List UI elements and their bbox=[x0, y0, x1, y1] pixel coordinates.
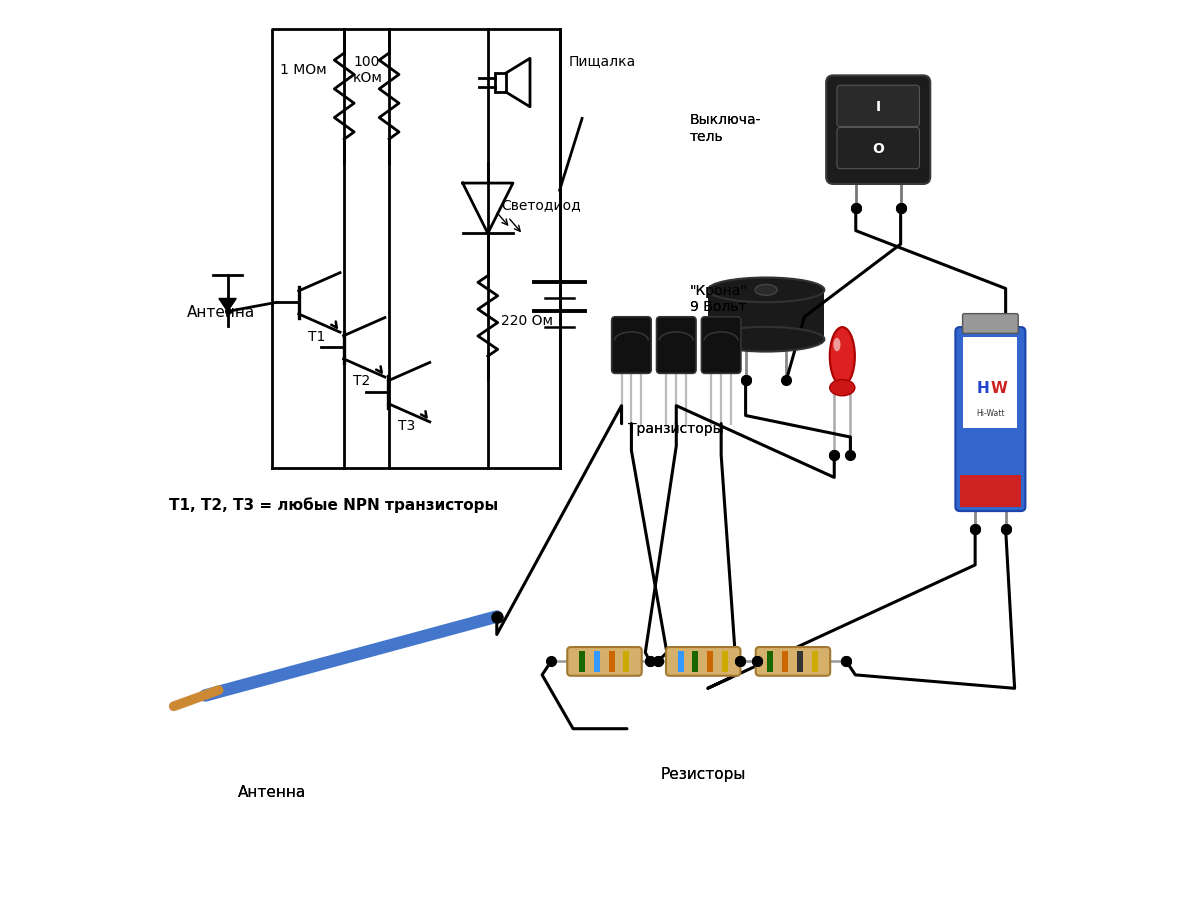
Ellipse shape bbox=[755, 285, 778, 296]
Text: Транзисторы: Транзисторы bbox=[629, 421, 724, 436]
Text: "Крона"
9 Вольт: "Крона" 9 Вольт bbox=[690, 283, 748, 314]
Polygon shape bbox=[218, 299, 236, 312]
FancyBboxPatch shape bbox=[568, 648, 642, 676]
Bar bbox=[578, 651, 584, 672]
Text: Пищалка: Пищалка bbox=[569, 54, 636, 68]
Text: Светодиод: Светодиод bbox=[502, 198, 581, 211]
Ellipse shape bbox=[833, 338, 840, 352]
Text: O: O bbox=[872, 142, 884, 156]
FancyBboxPatch shape bbox=[964, 337, 1018, 428]
Bar bbox=[797, 651, 803, 672]
Text: Т2: Т2 bbox=[353, 374, 371, 388]
Ellipse shape bbox=[708, 278, 824, 303]
Bar bbox=[960, 475, 1021, 507]
Text: Выключа-
тель: Выключа- тель bbox=[690, 113, 761, 143]
Text: Выключа-
тель: Выключа- тель bbox=[690, 113, 761, 143]
Text: Hi-Watt: Hi-Watt bbox=[976, 408, 1004, 417]
FancyBboxPatch shape bbox=[612, 318, 652, 374]
FancyBboxPatch shape bbox=[836, 87, 919, 127]
Bar bbox=[594, 651, 600, 672]
Text: Т1: Т1 bbox=[308, 329, 325, 344]
Text: Т1, Т2, Т3 = любые NPN транзисторы: Т1, Т2, Т3 = любые NPN транзисторы bbox=[169, 497, 498, 512]
Text: 100
кОм: 100 кОм bbox=[353, 55, 383, 85]
Bar bbox=[707, 651, 713, 672]
Text: W: W bbox=[991, 381, 1008, 396]
FancyBboxPatch shape bbox=[836, 128, 919, 170]
Text: Резисторы: Резисторы bbox=[660, 766, 746, 781]
Text: Транзисторы: Транзисторы bbox=[629, 421, 724, 436]
Bar bbox=[811, 651, 818, 672]
Text: Т3: Т3 bbox=[398, 419, 415, 433]
FancyBboxPatch shape bbox=[756, 648, 830, 676]
FancyBboxPatch shape bbox=[666, 648, 740, 676]
FancyBboxPatch shape bbox=[955, 327, 1025, 511]
Bar bbox=[678, 651, 684, 672]
Text: Антенна: Антенна bbox=[239, 784, 306, 799]
FancyBboxPatch shape bbox=[962, 314, 1019, 334]
Bar bbox=[692, 651, 698, 672]
Bar bbox=[608, 651, 614, 672]
Ellipse shape bbox=[829, 327, 854, 386]
Bar bbox=[708, 290, 824, 340]
FancyBboxPatch shape bbox=[702, 318, 740, 374]
Bar bbox=[782, 651, 788, 672]
Bar bbox=[767, 651, 774, 672]
Text: Антенна: Антенна bbox=[239, 784, 306, 799]
Bar bbox=[494, 74, 505, 93]
Text: H: H bbox=[977, 381, 990, 396]
Text: 220 Ом: 220 Ом bbox=[502, 314, 553, 328]
Bar bbox=[623, 651, 629, 672]
Ellipse shape bbox=[708, 327, 824, 352]
FancyBboxPatch shape bbox=[656, 318, 696, 374]
FancyBboxPatch shape bbox=[826, 77, 930, 185]
Text: "Крона"
9 Вольт: "Крона" 9 Вольт bbox=[690, 283, 748, 314]
Bar bbox=[722, 651, 728, 672]
Text: I: I bbox=[876, 100, 881, 114]
Text: Антенна: Антенна bbox=[187, 305, 256, 319]
Ellipse shape bbox=[829, 380, 854, 396]
Text: 1 МОм: 1 МОм bbox=[280, 63, 326, 77]
Text: Резисторы: Резисторы bbox=[660, 766, 746, 781]
